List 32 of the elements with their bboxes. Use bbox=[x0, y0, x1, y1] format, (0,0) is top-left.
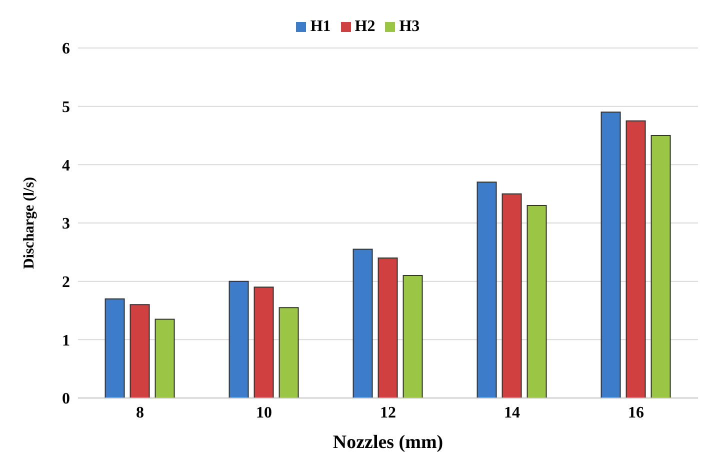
bar bbox=[104, 298, 125, 398]
bar bbox=[352, 248, 373, 398]
bar bbox=[476, 182, 497, 398]
legend-label: H3 bbox=[399, 18, 420, 35]
y-tick-label: 6 bbox=[62, 40, 70, 58]
y-tick-label: 1 bbox=[62, 332, 70, 350]
y-axis-title: Discharge (l/s) bbox=[21, 176, 38, 270]
bar bbox=[526, 205, 547, 398]
bar bbox=[502, 193, 522, 398]
x-tick-label: 8 bbox=[136, 404, 144, 422]
bar bbox=[626, 120, 646, 398]
x-tick-label: 12 bbox=[380, 404, 396, 422]
bar bbox=[278, 307, 299, 398]
y-tick-label: 0 bbox=[62, 390, 70, 408]
x-axis-title: Nozzles (mm) bbox=[332, 432, 444, 453]
bar bbox=[600, 112, 621, 398]
bar bbox=[254, 286, 274, 398]
y-tick-label: 3 bbox=[62, 216, 70, 233]
bar bbox=[228, 280, 249, 398]
x-tick-label: 14 bbox=[504, 404, 520, 422]
bar bbox=[154, 318, 175, 398]
y-tick-label: 4 bbox=[62, 157, 70, 174]
x-tick-label: 16 bbox=[628, 404, 644, 422]
bar bbox=[378, 258, 398, 398]
y-tick-label: 5 bbox=[62, 99, 70, 116]
y-tick-label: 2 bbox=[62, 274, 70, 292]
bar bbox=[402, 275, 423, 398]
x-tick-label: 10 bbox=[256, 404, 272, 422]
bar bbox=[650, 135, 671, 398]
legend-label: H2 bbox=[354, 18, 376, 35]
legend-label: H1 bbox=[310, 18, 331, 35]
bar bbox=[130, 304, 150, 398]
